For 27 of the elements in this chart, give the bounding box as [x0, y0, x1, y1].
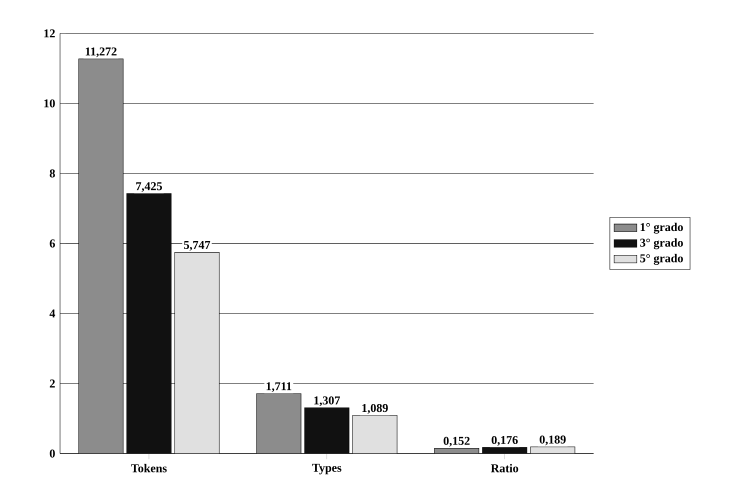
bar — [304, 407, 350, 454]
x-tick-label: Tokens — [131, 464, 167, 472]
data-label: 7,425 — [136, 182, 162, 192]
bar — [352, 415, 398, 454]
data-label: 0,189 — [540, 435, 566, 446]
y-tick-label: 4 — [50, 309, 56, 318]
data-label: 0,152 — [444, 436, 470, 447]
data-label: 5,747 — [184, 240, 210, 251]
y-tick-label: 12 — [44, 29, 55, 38]
data-label: 11,272 — [86, 47, 117, 58]
bar — [78, 58, 124, 454]
data-label: 1,711 — [266, 382, 292, 392]
data-label: 1,089 — [362, 404, 388, 414]
legend-label: 3° grado — [640, 238, 683, 250]
x-tick-label: Ratio — [490, 464, 518, 472]
x-tick-label: Types — [312, 464, 342, 474]
legend-label: 1° grado — [640, 222, 683, 234]
legend-label: 5° grado — [640, 254, 683, 265]
bar — [174, 252, 220, 454]
data-label: 0,176 — [492, 436, 518, 446]
y-tick-label: 0 — [50, 449, 55, 458]
data-label: 1,307 — [314, 396, 340, 406]
y-tick-label: 6 — [50, 239, 55, 248]
y-tick-label: 2 — [50, 379, 55, 388]
y-tick-label: 10 — [44, 99, 55, 108]
bar — [126, 193, 172, 454]
y-tick-label: 8 — [50, 169, 55, 178]
